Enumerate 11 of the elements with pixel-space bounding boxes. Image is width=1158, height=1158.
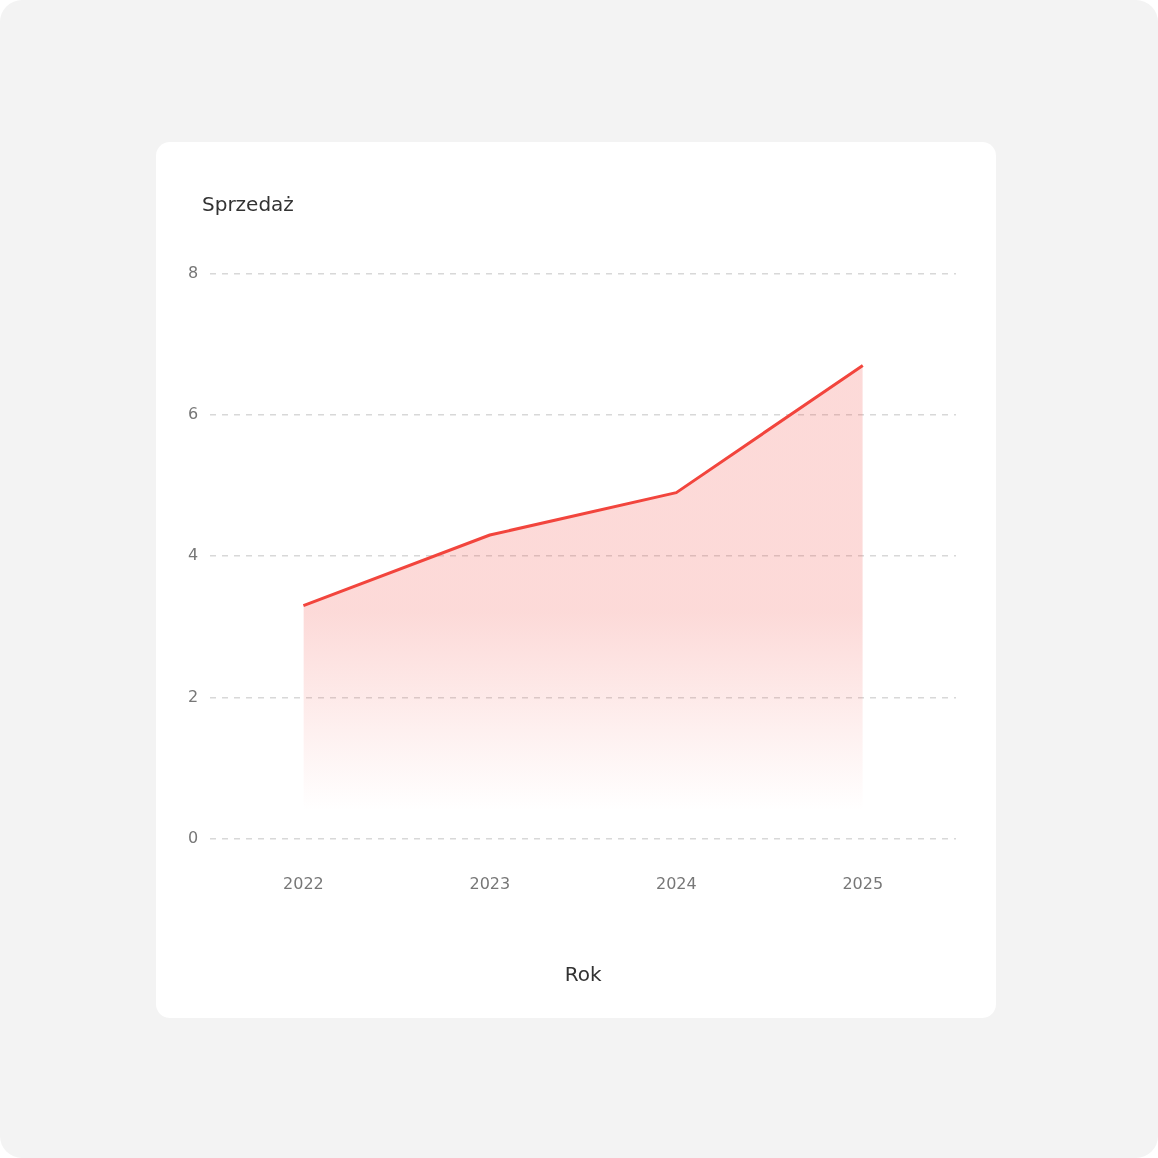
x-tick-label: 2023 (469, 873, 511, 893)
y-axis-title: Sprzedaż (202, 192, 294, 216)
x-tick-label: 2024 (655, 873, 697, 893)
x-tick-label: 2022 (283, 873, 324, 893)
x-axis-title: Rok (564, 962, 602, 987)
y-tick-label: 6 (187, 404, 199, 424)
x-tick-label: 2025 (842, 873, 884, 893)
y-tick-label: 4 (187, 545, 199, 565)
y-tick-label: 2 (187, 686, 199, 706)
y-tick-label: 8 (187, 262, 199, 282)
y-tick-label: 0 (187, 827, 199, 847)
